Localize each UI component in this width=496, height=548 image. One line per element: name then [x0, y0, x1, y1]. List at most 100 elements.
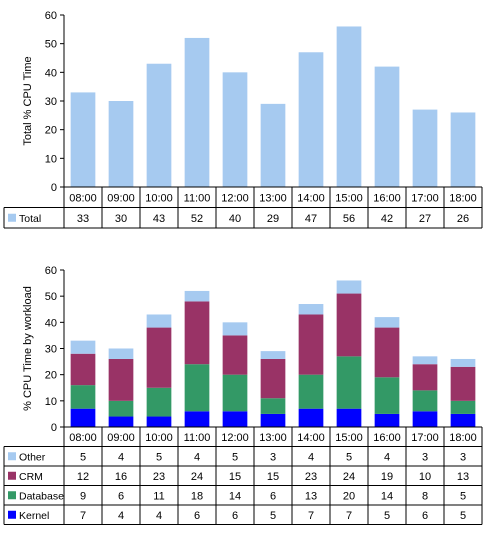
- x-tick-label: 15:00: [335, 192, 363, 204]
- bar-total: [222, 72, 248, 187]
- y-axis-title: % CPU Time by workload: [22, 286, 34, 411]
- data-table-value: 40: [229, 213, 241, 225]
- data-table-value: 52: [191, 213, 203, 225]
- data-table-value: 42: [381, 213, 393, 225]
- data-table-value: 14: [381, 490, 393, 502]
- y-tick-label: 60: [45, 10, 57, 22]
- x-tick-label: 10:00: [145, 432, 173, 444]
- bar-kernel: [70, 408, 96, 427]
- legend-swatch: [8, 213, 16, 222]
- x-tick-label: 11:00: [184, 192, 211, 204]
- data-table-value: 27: [419, 213, 431, 225]
- x-tick-label: 16:00: [373, 432, 401, 444]
- bar-crm: [298, 314, 324, 375]
- x-tick-label: 17:00: [411, 432, 439, 444]
- x-tick-label: 14:00: [297, 432, 325, 444]
- bar-kernel: [336, 408, 362, 427]
- data-table-value: 3: [460, 451, 466, 463]
- bar-kernel: [222, 411, 248, 427]
- data-table-value: 13: [305, 490, 317, 502]
- bar-total: [298, 52, 324, 188]
- bar-total: [108, 101, 134, 187]
- bar-total: [260, 103, 286, 187]
- data-table-value: 10: [419, 471, 431, 483]
- data-table-value: 7: [346, 510, 352, 522]
- bar-database: [336, 356, 362, 409]
- data-table-value: 3: [422, 451, 428, 463]
- bar-kernel: [260, 413, 286, 427]
- data-table-value: 6: [422, 510, 428, 522]
- bar-kernel: [412, 411, 438, 427]
- bar-crm: [70, 353, 96, 386]
- x-tick-label: 10:00: [145, 192, 173, 204]
- data-table-value: 4: [308, 451, 314, 463]
- bar-other: [336, 280, 362, 294]
- bar-database: [450, 400, 476, 414]
- bar-other: [260, 351, 286, 359]
- data-table-value: 29: [267, 213, 279, 225]
- y-axis-title: Total % CPU Time: [22, 56, 34, 145]
- data-table-value: 5: [270, 510, 276, 522]
- bar-crm: [260, 358, 286, 399]
- legend-swatch: [8, 452, 16, 461]
- data-table-value: 4: [194, 451, 200, 463]
- data-table-value: 5: [156, 451, 162, 463]
- data-table-value: 9: [80, 490, 86, 502]
- legend-label: Other: [19, 451, 46, 463]
- y-tick-label: 20: [45, 125, 57, 137]
- bar-kernel: [298, 408, 324, 427]
- bar-other: [108, 348, 134, 359]
- bar-total: [146, 63, 172, 187]
- bar-crm: [450, 366, 476, 401]
- x-tick-label: 14:00: [297, 192, 325, 204]
- data-table-value: 12: [77, 471, 89, 483]
- bar-total: [184, 37, 210, 187]
- data-table-value: 33: [77, 213, 89, 225]
- y-tick-label: 30: [45, 344, 57, 356]
- data-table-value: 56: [343, 213, 355, 225]
- data-table-value: 8: [422, 490, 428, 502]
- y-tick-label: 20: [45, 370, 57, 382]
- bar-database: [374, 377, 400, 414]
- bar-crm: [108, 358, 134, 401]
- bar-kernel: [146, 416, 172, 427]
- bar-database: [260, 398, 286, 414]
- bar-crm: [184, 301, 210, 365]
- bar-total: [412, 109, 438, 187]
- bar-other: [70, 340, 96, 354]
- x-tick-label: 08:00: [69, 192, 97, 204]
- x-tick-label: 12:00: [221, 432, 249, 444]
- x-tick-label: 16:00: [373, 192, 401, 204]
- data-table-value: 14: [229, 490, 241, 502]
- data-table-value: 5: [346, 451, 352, 463]
- data-table-value: 5: [232, 451, 238, 463]
- data-table-value: 24: [191, 471, 203, 483]
- data-table-value: 5: [460, 510, 466, 522]
- y-tick-label: 10: [45, 396, 57, 408]
- data-table-value: 13: [457, 471, 469, 483]
- data-table-value: 30: [115, 213, 127, 225]
- bar-other: [412, 356, 438, 365]
- y-tick-label: 30: [45, 96, 57, 108]
- data-table-value: 4: [118, 510, 124, 522]
- bar-crm: [374, 327, 400, 378]
- legend-swatch: [8, 510, 16, 519]
- y-tick-label: 10: [45, 153, 57, 165]
- y-tick-label: 60: [45, 265, 57, 277]
- data-table-value: 6: [270, 490, 276, 502]
- legend-label: Total: [19, 213, 41, 225]
- bar-total: [336, 26, 362, 187]
- bar-database: [184, 364, 210, 412]
- y-tick-label: 0: [51, 422, 57, 434]
- data-table-value: 18: [191, 490, 203, 502]
- bar-kernel: [374, 413, 400, 427]
- data-table-value: 47: [305, 213, 317, 225]
- data-table-value: 3: [270, 451, 276, 463]
- y-tick-label: 40: [45, 317, 57, 329]
- data-table-value: 7: [308, 510, 314, 522]
- x-tick-label: 09:00: [107, 432, 135, 444]
- data-table-value: 16: [115, 471, 127, 483]
- bar-total: [450, 112, 476, 187]
- y-tick-label: 50: [45, 39, 57, 51]
